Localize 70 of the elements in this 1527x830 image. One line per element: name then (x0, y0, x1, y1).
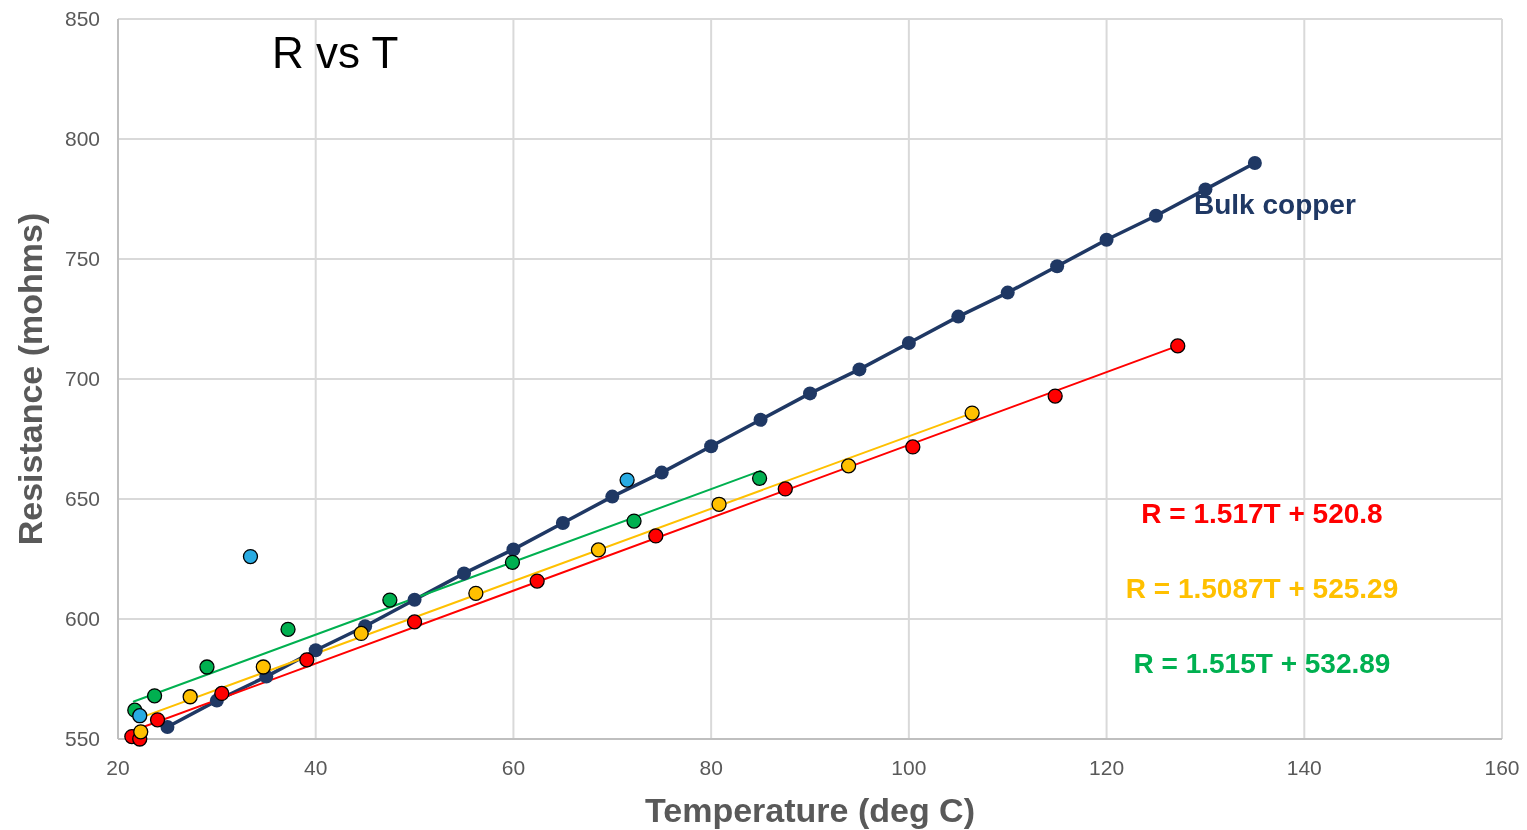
y-tick-label: 600 (64, 607, 100, 630)
point (199, 659, 215, 675)
point (182, 689, 198, 705)
point (382, 592, 398, 608)
point (149, 712, 166, 728)
point (299, 652, 315, 668)
point (704, 439, 719, 454)
point (280, 621, 296, 637)
point (619, 472, 635, 488)
x-tick-label: 140 (1286, 756, 1322, 779)
y-tick-label: 550 (64, 727, 100, 750)
point (840, 458, 857, 474)
point (160, 720, 175, 734)
point (711, 496, 727, 512)
point (255, 659, 271, 675)
x-tick-label: 60 (501, 756, 526, 779)
point (803, 386, 817, 401)
x-tick-label: 20 (106, 756, 130, 779)
point (753, 412, 768, 427)
point (626, 513, 642, 529)
point (308, 643, 323, 658)
y-tick-label: 650 (64, 487, 100, 510)
point (1099, 232, 1114, 247)
x-tick-label: 40 (304, 756, 328, 779)
point (964, 405, 980, 421)
point (504, 554, 521, 571)
point (506, 542, 521, 557)
point (1047, 388, 1063, 404)
y-tick-label: 850 (64, 7, 100, 30)
point (1247, 156, 1262, 170)
text: R = 1.515T + 532.89 (1133, 648, 1391, 679)
y-axis-title: Resistance (mohms) (11, 212, 49, 546)
x-tick-label: 120 (1089, 756, 1125, 779)
point (214, 685, 230, 702)
point (529, 573, 545, 589)
point (751, 470, 768, 487)
point (905, 439, 921, 455)
y-tick-label: 750 (64, 247, 100, 270)
point (407, 592, 422, 607)
text: R = 1.5087T + 525.29 (1125, 573, 1399, 604)
x-tick-label: 100 (891, 756, 927, 779)
x-axis-title: Temperature (deg C) (645, 791, 975, 829)
point (457, 566, 471, 581)
point (242, 548, 259, 565)
point (951, 309, 966, 324)
point (590, 542, 607, 558)
point (648, 528, 664, 544)
point (777, 481, 793, 497)
point (852, 362, 867, 377)
point (468, 585, 484, 601)
point (1170, 338, 1186, 354)
point (132, 708, 148, 724)
chart-title: R vs T (272, 28, 399, 77)
y-tick-label: 700 (64, 367, 100, 390)
y-tick-label: 800 (64, 127, 100, 150)
x-tick-label: 160 (1484, 756, 1520, 779)
point (1050, 259, 1065, 274)
point (1149, 208, 1163, 223)
point (605, 489, 620, 504)
point (353, 625, 369, 642)
point (901, 336, 916, 350)
point (146, 688, 163, 704)
text: R = 1.517T + 520.8 (1141, 498, 1383, 529)
point (555, 516, 570, 530)
point (1000, 285, 1015, 300)
point (654, 465, 669, 480)
x-tick-label: 80 (699, 756, 723, 779)
point (406, 614, 423, 630)
series-label: Bulk copper (1194, 188, 1356, 220)
point (133, 724, 149, 740)
